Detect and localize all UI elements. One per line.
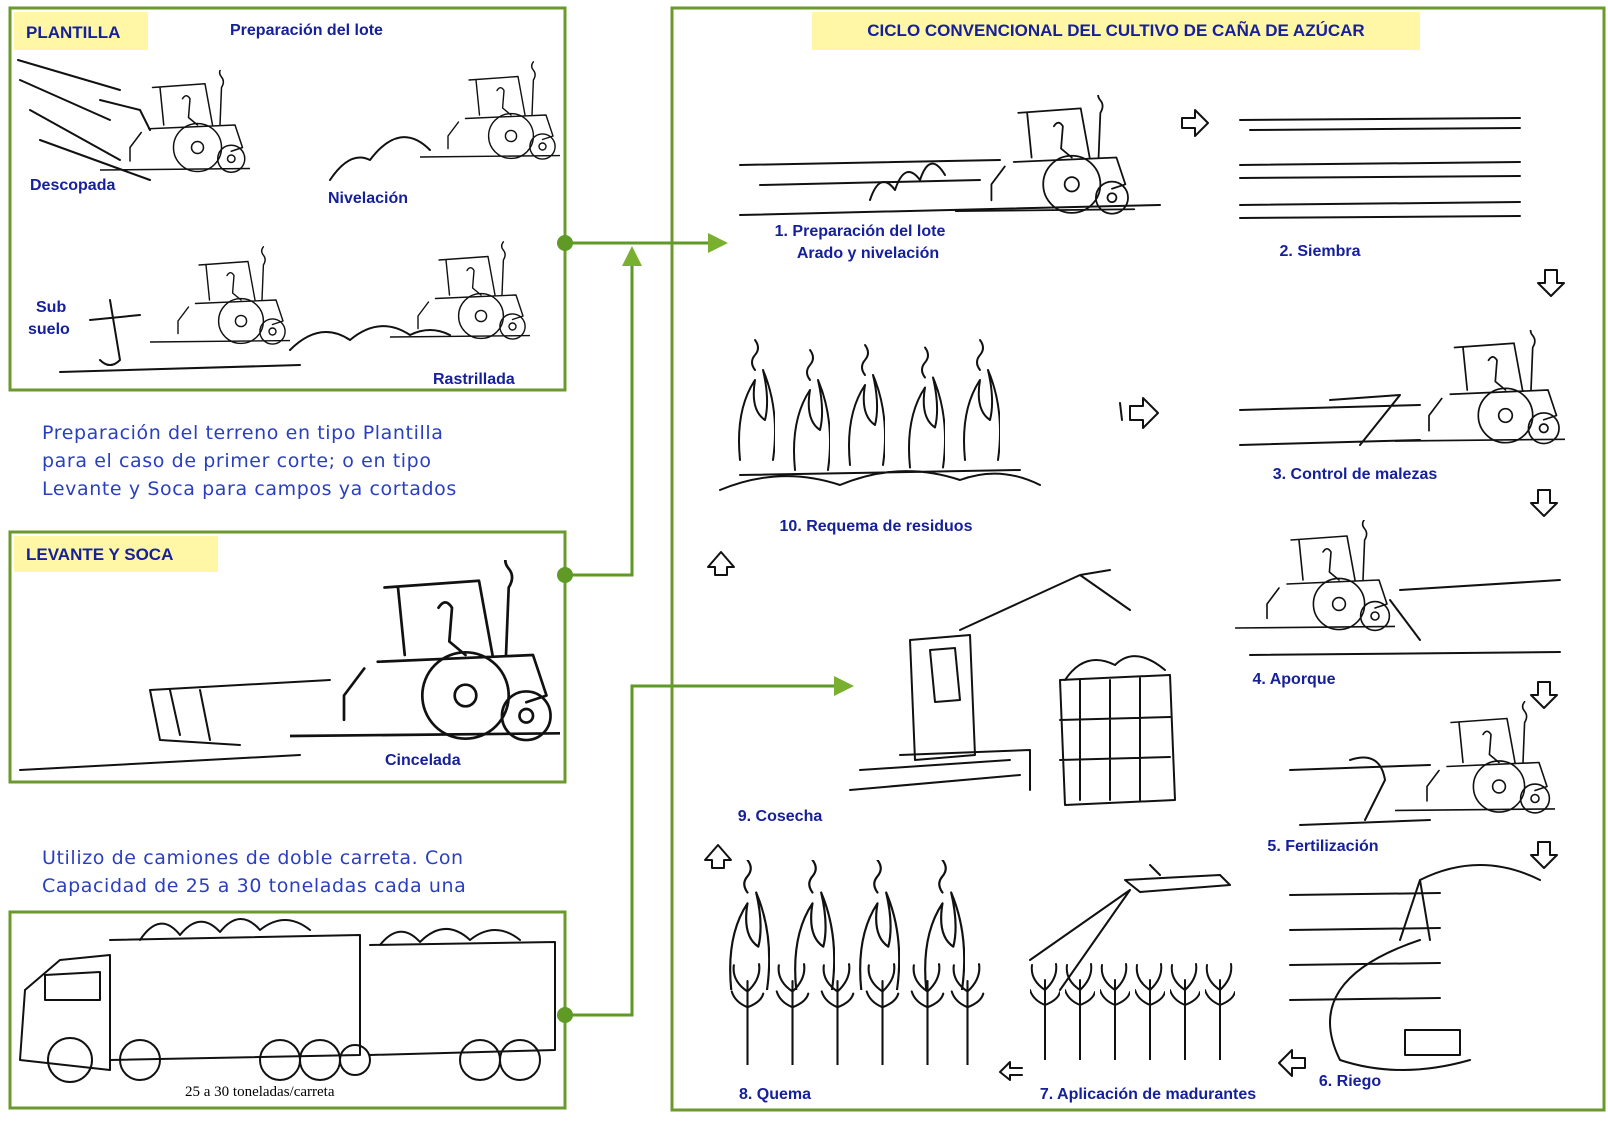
caption: Rastrillada (433, 371, 515, 388)
connectors (557, 233, 854, 1023)
tag-background (14, 12, 148, 50)
caption: suelo (28, 321, 70, 338)
tag-background (14, 536, 218, 572)
illustration (19, 918, 556, 1083)
caption: Nivelación (328, 190, 408, 207)
cycle-box (670, 6, 1606, 1112)
step-label: 10. Requema de residuos (780, 518, 973, 535)
step-label: 7. Aplicación de madurantes (1040, 1086, 1256, 1103)
tag: PLANTILLA (26, 23, 120, 42)
step-label: 5. Fertilización (1267, 838, 1378, 855)
cycle-title: CICLO CONVENCIONAL DEL CULTIVO DE CAÑA D… (867, 20, 1364, 40)
plantilla-box (8, 6, 567, 392)
paragraph-line: para el caso de primer corte; o en tipo (42, 450, 432, 472)
paragraph-line: Preparación del terreno en tipo Plantill… (42, 422, 443, 444)
caption: Preparación del lote (230, 22, 383, 39)
caption: 25 a 30 toneladas/carreta (185, 1084, 335, 1100)
caption: Descopada (30, 177, 115, 194)
illustration (17, 59, 560, 373)
title-background (812, 12, 1420, 50)
paragraph-line: Capacidad de 25 a 30 toneladas cada una (42, 875, 466, 897)
step-label: 1. Preparación del lote (775, 223, 946, 240)
cycle-arrows (704, 109, 1565, 1081)
caption: Cincelada (385, 752, 461, 769)
paragraph-line: Utilizo de camiones de doble carreta. Co… (42, 847, 464, 869)
step-sublabel: Arado y nivelación (797, 245, 939, 262)
step-label: 8. Quema (739, 1086, 811, 1103)
illustration (19, 560, 560, 771)
step-label: 3. Control de malezas (1273, 466, 1438, 483)
tag: LEVANTE Y SOCA (26, 545, 173, 564)
illustrations (719, 95, 1565, 1071)
levante-box (8, 530, 567, 784)
step-label: 9. Cosecha (738, 808, 823, 825)
step-label: 4. Aporque (1253, 671, 1336, 688)
caption: Sub (36, 299, 66, 316)
step-label: 2. Siembra (1280, 243, 1361, 260)
paragraph-line: Levante y Soca para campos ya cortados (42, 478, 457, 500)
step-label: 6. Riego (1319, 1073, 1381, 1090)
